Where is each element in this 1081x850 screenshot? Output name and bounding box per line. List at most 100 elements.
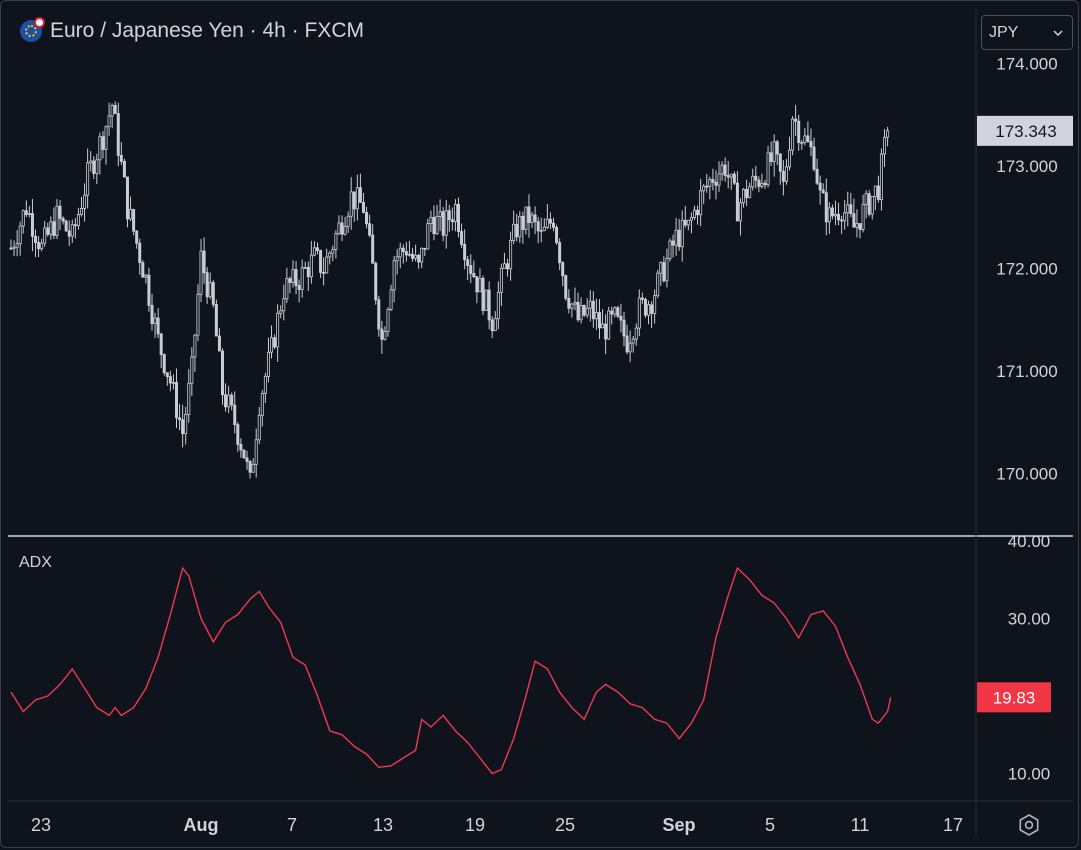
- candle: [12, 240, 16, 257]
- currency-select[interactable]: JPY: [981, 15, 1073, 50]
- candle: [791, 116, 795, 156]
- candle: [153, 312, 157, 338]
- candle: [92, 155, 96, 180]
- candle: [73, 217, 77, 239]
- candle: [769, 141, 773, 166]
- adx-tick-label: 30.00: [1008, 610, 1051, 629]
- candle: [824, 178, 828, 236]
- candle: [187, 369, 191, 423]
- candle: [794, 105, 798, 137]
- candle: [665, 248, 669, 288]
- candle: [113, 101, 117, 115]
- candle: [763, 179, 767, 189]
- time-tick-label: 5: [765, 815, 775, 835]
- candle: [456, 197, 460, 238]
- candle: [818, 175, 822, 205]
- candle: [496, 281, 500, 330]
- candle: [315, 242, 319, 255]
- candle: [781, 160, 785, 196]
- candle: [784, 158, 788, 185]
- candle: [27, 205, 31, 218]
- candle: [334, 230, 338, 259]
- candle: [426, 218, 430, 250]
- adx-series: ADX: [10, 554, 892, 775]
- candle: [285, 267, 289, 304]
- candle: [306, 261, 310, 291]
- candle: [463, 229, 467, 270]
- candle: [585, 298, 589, 319]
- candle: [404, 242, 408, 262]
- candle: [328, 250, 332, 265]
- candle: [803, 127, 807, 146]
- candle: [220, 348, 224, 405]
- candle: [257, 407, 261, 445]
- candle: [775, 139, 779, 165]
- candle: [622, 311, 626, 347]
- candle: [156, 308, 160, 339]
- candle: [279, 305, 283, 319]
- candle: [365, 206, 369, 229]
- candle: [689, 212, 693, 234]
- adx-indicator-label[interactable]: ADX: [19, 554, 52, 571]
- candle: [840, 215, 844, 235]
- candle: [552, 217, 556, 232]
- candle: [659, 261, 663, 286]
- candle: [812, 137, 816, 172]
- candle: [251, 458, 255, 473]
- candle: [683, 205, 687, 228]
- candle: [619, 303, 623, 333]
- candle: [487, 281, 491, 330]
- candle: [392, 255, 396, 303]
- candle: [640, 292, 644, 304]
- candle: [101, 131, 105, 159]
- candle: [512, 210, 516, 245]
- candle: [650, 301, 654, 329]
- candle: [325, 248, 329, 274]
- candle: [116, 102, 120, 167]
- candle: [444, 200, 448, 249]
- candle: [76, 207, 80, 230]
- candle: [303, 261, 307, 270]
- adx-tick-label: 10.00: [1008, 765, 1051, 784]
- candle: [604, 314, 608, 355]
- candle: [788, 136, 792, 171]
- candle: [573, 287, 577, 311]
- candle: [276, 304, 280, 362]
- candle: [475, 276, 479, 304]
- candle: [270, 325, 274, 359]
- symbol-title[interactable]: Euro / Japanese Yen · 4h · FXCM: [20, 17, 364, 43]
- candle: [530, 211, 534, 228]
- candle: [217, 328, 221, 352]
- candle: [711, 168, 715, 191]
- candle: [686, 219, 690, 231]
- candle: [515, 213, 519, 242]
- candle: [368, 214, 372, 238]
- candle: [591, 291, 595, 328]
- settings-gear-icon[interactable]: [1016, 812, 1042, 838]
- candle: [588, 290, 592, 322]
- time-tick-label: 25: [555, 815, 575, 835]
- time-tick-label: 17: [943, 815, 963, 835]
- candle: [576, 292, 580, 322]
- candle: [441, 206, 445, 242]
- candle: [319, 249, 323, 278]
- candle: [361, 192, 365, 214]
- candle: [21, 209, 25, 234]
- candle: [199, 239, 203, 302]
- candle: [849, 192, 853, 218]
- candle: [613, 306, 617, 318]
- candle: [193, 333, 197, 372]
- price-tick-label: 173.000: [996, 157, 1057, 176]
- candle: [263, 372, 267, 404]
- candle: [748, 182, 752, 199]
- candle: [757, 176, 761, 193]
- candle: [184, 406, 188, 445]
- candle: [83, 183, 87, 222]
- candle: [506, 258, 510, 277]
- candle: [227, 385, 231, 413]
- candle: [460, 223, 464, 249]
- candle: [677, 218, 681, 251]
- candle: [726, 160, 730, 189]
